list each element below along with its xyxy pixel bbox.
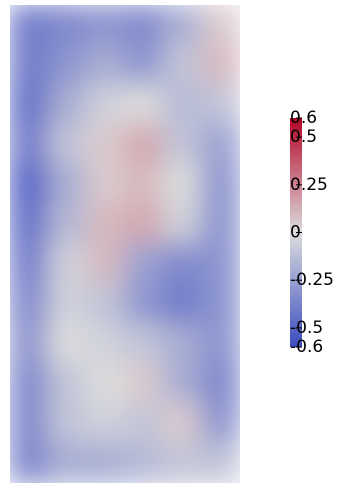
cell xyxy=(162,203,203,245)
cell xyxy=(10,442,50,483)
cell xyxy=(162,83,203,126)
cell xyxy=(200,243,240,285)
cell xyxy=(47,442,88,483)
cell xyxy=(162,322,203,365)
cell xyxy=(124,123,165,166)
cell xyxy=(47,83,88,126)
cell xyxy=(124,282,165,325)
cell xyxy=(124,43,165,86)
cell xyxy=(85,282,126,325)
colorbar-tick-label: 0.6 xyxy=(290,108,317,128)
cell xyxy=(85,43,126,86)
cell xyxy=(200,5,240,46)
cell xyxy=(200,402,240,445)
cell xyxy=(47,282,88,325)
cell xyxy=(10,322,50,365)
cell xyxy=(162,402,203,445)
cell xyxy=(47,163,88,206)
cell xyxy=(200,282,240,325)
cell xyxy=(47,43,88,86)
field xyxy=(10,5,240,483)
cell xyxy=(200,43,240,86)
cell xyxy=(124,83,165,126)
cell xyxy=(124,163,165,206)
cell xyxy=(85,203,126,245)
colorbar-tick-label: -0.6 xyxy=(290,337,323,357)
cell xyxy=(47,362,88,405)
cell xyxy=(10,203,50,245)
cell xyxy=(85,5,126,46)
cell xyxy=(200,123,240,166)
cell xyxy=(124,203,165,245)
colorbar-tick-label: 0.5 xyxy=(290,127,317,147)
cell xyxy=(85,322,126,365)
cell xyxy=(200,322,240,365)
cell xyxy=(10,282,50,325)
cell xyxy=(47,203,88,245)
cell xyxy=(200,163,240,206)
cell xyxy=(85,83,126,126)
cell xyxy=(85,163,126,206)
cell xyxy=(47,243,88,285)
cell xyxy=(124,243,165,285)
colorbar-tick-label: -0.25 xyxy=(290,270,334,290)
colorbar-tick-label: 0 xyxy=(290,223,301,243)
cell xyxy=(162,362,203,405)
cell xyxy=(124,402,165,445)
cell xyxy=(200,203,240,245)
cell xyxy=(47,123,88,166)
cell xyxy=(10,5,50,46)
colorbar-tick-label: -0.5 xyxy=(290,318,323,338)
cell xyxy=(162,5,203,46)
cell xyxy=(124,5,165,46)
cell xyxy=(10,402,50,445)
cell xyxy=(200,442,240,483)
colorbar-tick-label: 0.25 xyxy=(290,175,328,195)
cell xyxy=(162,243,203,285)
cell xyxy=(200,362,240,405)
cell xyxy=(10,123,50,166)
cell xyxy=(10,83,50,126)
cell xyxy=(10,163,50,206)
cell xyxy=(124,442,165,483)
cell xyxy=(124,362,165,405)
cell xyxy=(10,243,50,285)
cell xyxy=(162,442,203,483)
cell xyxy=(10,43,50,86)
cell xyxy=(47,402,88,445)
cell xyxy=(47,322,88,365)
cell xyxy=(85,402,126,445)
cell xyxy=(124,322,165,365)
cell xyxy=(85,442,126,483)
cell xyxy=(85,243,126,285)
cell xyxy=(162,282,203,325)
cell xyxy=(200,83,240,126)
cell xyxy=(162,43,203,86)
cell xyxy=(162,123,203,166)
cell xyxy=(85,123,126,166)
cell xyxy=(10,362,50,405)
cell xyxy=(85,362,126,405)
cell xyxy=(47,5,88,46)
cell xyxy=(162,163,203,206)
